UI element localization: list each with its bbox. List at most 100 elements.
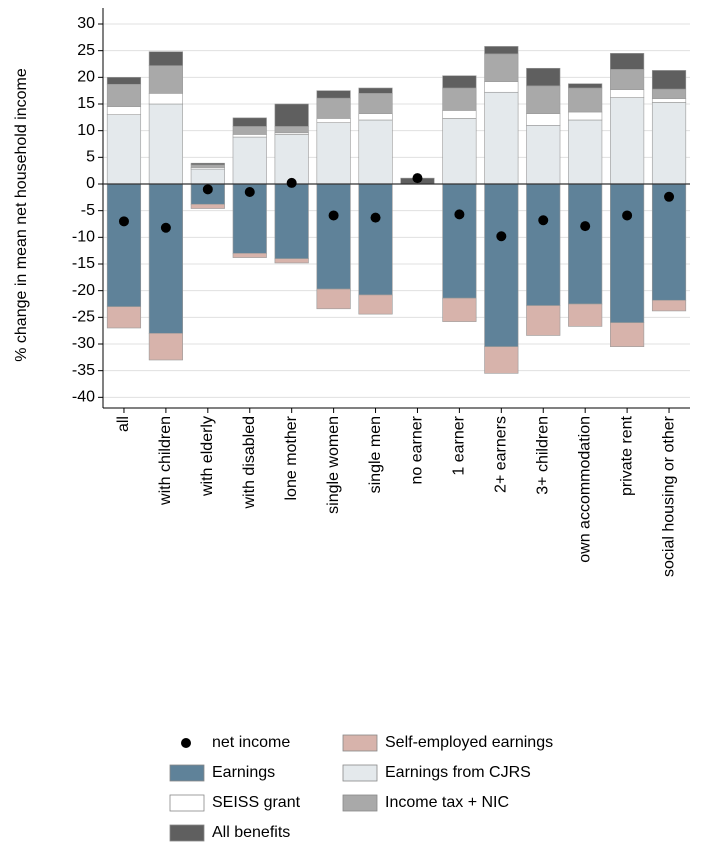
bar-segment <box>148 93 183 105</box>
net-income-point <box>580 221 591 232</box>
bar-segment <box>610 183 645 323</box>
bar-segment <box>484 346 519 374</box>
legend-label: Self-employed earnings <box>385 734 553 751</box>
bar-segment <box>526 85 561 114</box>
bar-segment <box>568 111 603 121</box>
bar-segment <box>610 89 645 98</box>
y-tick-label: 30 <box>77 15 95 32</box>
legend-label: Earnings from CJRS <box>385 764 531 781</box>
y-tick-label: -5 <box>81 202 95 219</box>
x-tick-label: single men <box>367 416 384 493</box>
bar-segment <box>232 134 267 138</box>
bar-segment <box>651 70 687 90</box>
x-tick-label: with disabled <box>241 416 258 510</box>
bar-segment <box>526 183 561 306</box>
legend-label: SEISS grant <box>212 794 301 811</box>
net-income-point <box>118 216 129 227</box>
x-tick-label: with children <box>157 416 174 506</box>
bar-segment <box>442 87 477 111</box>
y-tick-label: 0 <box>86 175 95 192</box>
bar-segment <box>568 119 603 185</box>
net-income-point <box>160 222 171 233</box>
bar-segment <box>232 253 267 258</box>
legend-label: Earnings <box>212 764 275 781</box>
bar-segment <box>316 118 351 123</box>
bar-segment <box>568 87 603 113</box>
bar-segment <box>316 288 351 310</box>
bar-segment <box>610 322 645 347</box>
x-tick-label: single women <box>325 416 342 514</box>
bar-segment <box>274 103 309 127</box>
y-tick-label: 10 <box>77 122 95 139</box>
net-income-point <box>454 209 465 220</box>
bar-segment <box>526 125 561 185</box>
bar-segment <box>484 53 519 82</box>
bar-segment <box>568 183 603 305</box>
bar-segment <box>442 110 477 119</box>
net-income-point <box>664 191 675 202</box>
y-axis-title: % change in mean net household income <box>13 68 30 362</box>
bar-segment <box>526 113 561 126</box>
legend-label: All benefits <box>212 824 290 841</box>
bar-segment <box>651 102 687 185</box>
bar-segment <box>148 103 183 185</box>
legend-key <box>342 764 378 782</box>
bar-segment <box>232 126 267 135</box>
x-tick-label: social housing or other <box>660 415 677 577</box>
bar-segment <box>568 303 603 327</box>
x-tick-label: with elderly <box>199 416 216 497</box>
bar-segment <box>106 77 142 85</box>
bar-segment <box>232 117 267 127</box>
bar-segment <box>651 88 687 99</box>
bar-segment <box>274 134 309 185</box>
x-tick-label: lone mother <box>283 415 300 500</box>
bar-segment <box>106 83 142 107</box>
x-tick-label: no earner <box>409 415 426 484</box>
x-tick-label: 2+ earners <box>493 416 510 493</box>
bar-segment <box>106 106 142 115</box>
bar-segment <box>568 83 603 89</box>
bar-segment <box>316 90 351 99</box>
bar-segment <box>190 164 225 168</box>
bar-segment <box>106 114 142 185</box>
legend-key <box>169 764 205 782</box>
bar-segment <box>610 97 645 185</box>
legend-key <box>169 824 205 842</box>
bar-segment <box>358 113 393 121</box>
bar-segment <box>232 136 267 185</box>
net-income-point <box>496 231 507 242</box>
y-tick-label: 20 <box>77 69 95 86</box>
y-tick-label: -35 <box>72 362 95 379</box>
bar-segment <box>526 67 561 87</box>
x-tick-label: 1 earner <box>451 415 468 475</box>
x-tick-label: 3+ children <box>534 416 551 495</box>
bar-segment <box>358 87 393 94</box>
net-income-point <box>244 187 255 197</box>
y-tick-label: -10 <box>72 229 95 246</box>
y-tick-label: -30 <box>72 335 95 352</box>
bar-segment <box>274 258 309 264</box>
net-income-point <box>622 210 633 221</box>
bar-segment <box>190 203 225 209</box>
y-tick-label: 25 <box>77 42 95 59</box>
legend-key <box>342 794 378 812</box>
bar-segment <box>484 46 519 55</box>
net-income-point <box>286 177 297 188</box>
bar-segment <box>358 183 393 296</box>
y-tick-label: 5 <box>86 149 95 166</box>
bar-segment <box>358 93 393 114</box>
y-tick-label: -15 <box>72 255 95 272</box>
bar-segment <box>442 75 477 89</box>
net-income-point <box>412 173 423 184</box>
bar-segment <box>274 126 309 134</box>
bar-segment <box>274 183 309 259</box>
y-tick-label: -20 <box>72 282 95 299</box>
legend-label: net income <box>212 734 290 751</box>
y-tick-label: 15 <box>77 95 95 112</box>
bar-segment <box>610 69 645 90</box>
legend-key <box>342 734 378 752</box>
bar-segment <box>484 81 519 93</box>
bar-segment <box>651 98 687 103</box>
bar-segment <box>316 122 351 185</box>
